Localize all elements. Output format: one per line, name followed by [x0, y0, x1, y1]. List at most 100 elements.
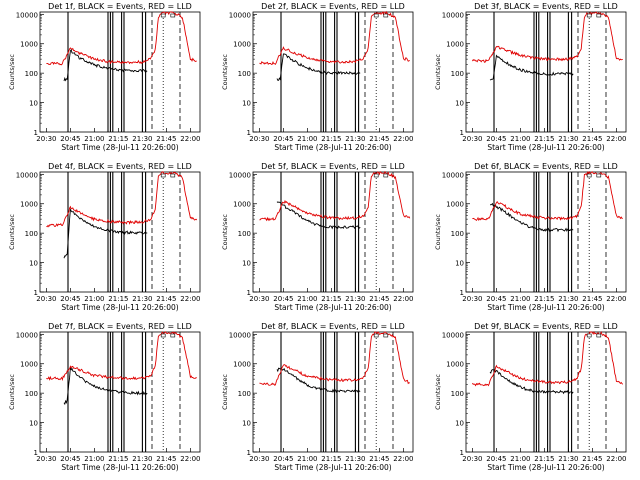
x-tick-label: 21:00	[297, 455, 317, 463]
flag-marker	[596, 333, 602, 338]
y-tick-label: 10000	[229, 11, 251, 19]
x-tick-label: 20:30	[249, 455, 269, 463]
chart-title: Det 9f, BLACK = Events, RED = LLD	[474, 322, 618, 331]
x-tick-label: 21:45	[156, 455, 176, 463]
y-tick-label: 100	[451, 70, 464, 78]
x-tick-label: 21:15	[321, 295, 341, 303]
x-tick-label: 22:00	[393, 135, 413, 143]
x-axis-label: Start Time (28-Jul-11 20:26:00)	[487, 463, 604, 472]
y-tick-label: 100	[238, 230, 251, 238]
chart-panel-4: Det 4f, BLACK = Events, RED = LLD 1 10 100 1…	[8, 162, 200, 312]
plot-frame	[465, 171, 627, 293]
y-tick-label: 10	[29, 100, 38, 108]
x-tick-label: 20:30	[249, 295, 269, 303]
chart-panel-2: Det 2f, BLACK = Events, RED = LLD 1 10 100 1…	[221, 2, 413, 152]
chart-title: Det 4f, BLACK = Events, RED = LLD	[48, 162, 192, 171]
series-line-events	[489, 54, 574, 81]
x-tick-label: 21:15	[108, 455, 128, 463]
x-tick-label: 20:30	[36, 455, 56, 463]
x-tick-label: 22:00	[606, 455, 626, 463]
x-tick-label: 20:30	[36, 295, 56, 303]
x-tick-label: 20:45	[273, 135, 293, 143]
y-tick-label: 100	[238, 390, 251, 398]
y-tick-label: 10000	[442, 331, 464, 339]
y-tick-label: 10	[29, 260, 38, 268]
chart-panel-5: Det 5f, BLACK = Events, RED = LLD 1 10 100 1…	[221, 162, 413, 312]
y-tick-label: 10	[455, 420, 464, 428]
y-tick-label: 1	[460, 289, 464, 297]
y-tick-label: 10000	[442, 171, 464, 179]
y-tick-label: 1000	[233, 201, 251, 209]
y-tick-label: 1000	[233, 361, 251, 369]
y-tick-label: 10	[242, 100, 251, 108]
series-line-lld	[472, 11, 623, 63]
series-line-events	[489, 202, 574, 233]
x-tick-label: 20:45	[273, 455, 293, 463]
y-axis-label: Counts/sec	[221, 214, 229, 250]
chart-title: Det 1f, BLACK = Events, RED = LLD	[48, 2, 192, 11]
x-tick-label: 22:00	[180, 295, 200, 303]
plot-frame	[39, 171, 201, 293]
y-axis-label: Counts/sec	[221, 54, 229, 90]
x-axis-label: Start Time (28-Jul-11 20:26:00)	[487, 143, 604, 152]
y-tick-label: 10000	[16, 331, 38, 339]
series-line-events	[276, 53, 361, 81]
series-line-events	[63, 367, 148, 406]
y-tick-label: 10000	[442, 11, 464, 19]
x-tick-label: 20:30	[36, 135, 56, 143]
flag-marker	[586, 13, 592, 18]
x-axis-label: Start Time (28-Jul-11 20:26:00)	[61, 143, 178, 152]
flag-marker	[160, 13, 166, 18]
x-tick-label: 21:30	[345, 135, 365, 143]
x-tick-label: 20:45	[60, 455, 80, 463]
x-axis-label: Start Time (28-Jul-11 20:26:00)	[61, 303, 178, 312]
y-tick-label: 100	[25, 70, 38, 78]
flag-marker	[586, 333, 592, 338]
flag-marker	[383, 173, 389, 178]
chart-title: Det 6f, BLACK = Events, RED = LLD	[474, 162, 618, 171]
y-tick-label: 100	[238, 70, 251, 78]
y-tick-label: 1	[34, 129, 38, 137]
x-axis-label: Start Time (28-Jul-11 20:26:00)	[274, 143, 391, 152]
y-tick-label: 1	[460, 129, 464, 137]
y-axis-label: Counts/sec	[434, 54, 442, 90]
flag-marker	[596, 173, 602, 178]
flag-marker	[383, 333, 389, 338]
x-tick-label: 20:45	[60, 295, 80, 303]
chart-panel-1: Det 1f, BLACK = Events, RED = LLD 1 10 100 1…	[8, 2, 200, 152]
x-tick-label: 21:30	[558, 295, 578, 303]
y-tick-label: 1	[34, 289, 38, 297]
x-tick-label: 20:30	[462, 295, 482, 303]
x-tick-label: 21:15	[321, 455, 341, 463]
chart-title: Det 2f, BLACK = Events, RED = LLD	[261, 2, 405, 11]
y-tick-label: 10	[242, 420, 251, 428]
series-line-lld	[46, 11, 197, 66]
y-tick-label: 10	[455, 100, 464, 108]
x-tick-label: 22:00	[393, 295, 413, 303]
y-tick-label: 1	[247, 449, 251, 457]
x-tick-label: 21:15	[534, 455, 554, 463]
y-tick-label: 1	[247, 129, 251, 137]
series-line-events	[63, 208, 148, 259]
x-tick-label: 21:45	[582, 135, 602, 143]
x-tick-label: 22:00	[606, 135, 626, 143]
y-axis-label: Counts/sec	[8, 374, 16, 410]
x-tick-label: 21:45	[369, 135, 389, 143]
y-tick-label: 10000	[16, 171, 38, 179]
y-tick-label: 10000	[16, 11, 38, 19]
series-line-lld	[259, 10, 410, 65]
chart-title: Det 5f, BLACK = Events, RED = LLD	[261, 162, 405, 171]
y-axis-label: Counts/sec	[434, 214, 442, 250]
flag-marker	[170, 333, 176, 338]
chart-panel-9: Det 9f, BLACK = Events, RED = LLD 1 10 100 1…	[434, 322, 626, 472]
y-tick-label: 1	[34, 449, 38, 457]
x-tick-label: 21:15	[108, 135, 128, 143]
chart-title: Det 7f, BLACK = Events, RED = LLD	[48, 322, 192, 331]
y-tick-label: 1000	[446, 201, 464, 209]
x-tick-label: 21:30	[132, 455, 152, 463]
x-axis-label: Start Time (28-Jul-11 20:26:00)	[274, 463, 391, 472]
y-tick-label: 100	[451, 230, 464, 238]
x-tick-label: 20:45	[486, 455, 506, 463]
y-tick-label: 10	[29, 420, 38, 428]
